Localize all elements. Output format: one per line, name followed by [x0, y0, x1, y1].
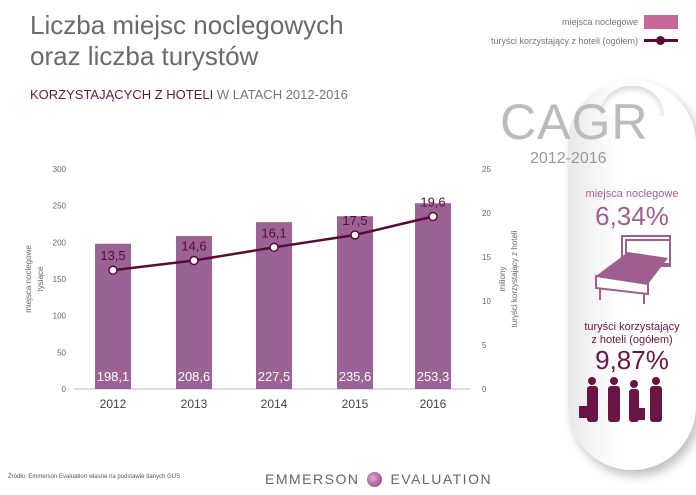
- y-right-tick-label: 10: [482, 297, 491, 306]
- cagr-tourists-label: turyści korzystający z hoteli (ogółem): [568, 321, 696, 347]
- label-line: z hoteli (ogółem): [591, 334, 673, 346]
- x-tick-label: 2013: [181, 397, 208, 411]
- bar: [337, 216, 373, 389]
- logo-text-left: EMMERSON: [265, 471, 360, 487]
- y-left-tick-label: 0: [62, 385, 67, 394]
- x-tick-label: 2012: [100, 397, 127, 411]
- logo: EMMERSON EVALUATION: [265, 471, 492, 487]
- y-right-label: turyści korzystający z hoteli: [510, 230, 519, 327]
- y-left-tick-label: 150: [53, 275, 67, 284]
- y-right-tick-label: 0: [482, 385, 487, 394]
- subtitle-rest: W LATACH 2012-2016: [213, 87, 348, 102]
- bar-value-label: 235,6: [339, 369, 372, 384]
- cagr-beds-label: miejsca noclegowe: [585, 188, 679, 200]
- chart: 0 50 100 150 200 250 300 0 5 10 15 20 25 miejsca nocl…: [24, 165, 519, 411]
- line-value-label: 19,6: [420, 195, 445, 210]
- y-right-tick-label: 5: [482, 341, 487, 350]
- y-right-tick-label: 20: [482, 209, 491, 218]
- subtitle-highlight: KORZYSTAJĄCYCH Z HOTELI: [30, 87, 214, 102]
- cagr-years: 2012-2016: [530, 150, 607, 167]
- label-line: turyści korzystający: [584, 321, 680, 333]
- line-value-label: 13,5: [100, 248, 125, 263]
- bed-icon: [595, 235, 671, 304]
- y-left-tick-label: 100: [53, 312, 67, 321]
- line-point: [350, 230, 360, 240]
- y-right-tick-label: 25: [482, 165, 491, 174]
- y-left-tick-label: 50: [57, 348, 66, 357]
- logo-text-right: EVALUATION: [390, 471, 493, 487]
- y-left-tick-label: 200: [53, 238, 67, 247]
- bar: [415, 203, 451, 389]
- subtitle: KORZYSTAJĄCYCH Z HOTELI W LATACH 2012-20…: [30, 87, 348, 103]
- logo-icon: [367, 471, 383, 487]
- y-left-label: tysiące: [36, 266, 45, 291]
- line-value-label: 14,6: [181, 239, 206, 254]
- y-right-label: miliony: [498, 267, 507, 292]
- y-left-tick-label: 300: [53, 165, 67, 174]
- line-point: [428, 211, 438, 222]
- y-left-label: miejsca noclegowe: [24, 245, 33, 313]
- page-title: Liczba miejsc noclegowych oraz liczba tu…: [30, 10, 344, 71]
- legend-label: turyści korzystający z hoteli (ogółem): [490, 35, 638, 46]
- x-tick-label: 2016: [420, 397, 447, 411]
- source-note: Źródło: Emmerson Evaluation własne na po…: [8, 474, 181, 480]
- legend-label: miejsca noclegowe: [561, 16, 638, 27]
- legend: miejsca noclegowe turyści korzystający z…: [491, 12, 678, 50]
- bar-value-label: 227,5: [258, 369, 291, 384]
- x-tick-label: 2014: [261, 397, 288, 411]
- line-value-label: 17,5: [342, 213, 367, 228]
- line-point: [189, 255, 199, 266]
- y-right-tick-label: 15: [482, 253, 491, 262]
- cagr-beds-value: 6,34%: [595, 201, 669, 231]
- y-left-tick-label: 250: [53, 202, 67, 211]
- legend-swatch-bar: [644, 14, 678, 29]
- line-value-label: 16,1: [261, 225, 286, 240]
- legend-swatch-line: [644, 36, 678, 45]
- line-point: [269, 242, 279, 253]
- cagr-tourists-value: 9,87%: [595, 345, 669, 375]
- bar-value-label: 208,6: [178, 369, 211, 384]
- x-tick-label: 2015: [342, 397, 369, 411]
- bar-value-label: 198,1: [97, 369, 130, 384]
- legend-item-bars: miejsca noclegowe: [491, 12, 678, 31]
- line-point: [108, 265, 118, 275]
- legend-item-line: turyści korzystający z hoteli (ogółem): [491, 31, 678, 50]
- bar-value-label: 253,3: [417, 369, 450, 384]
- cagr-title: CAGR: [500, 94, 649, 150]
- travelers-icon: [579, 377, 662, 422]
